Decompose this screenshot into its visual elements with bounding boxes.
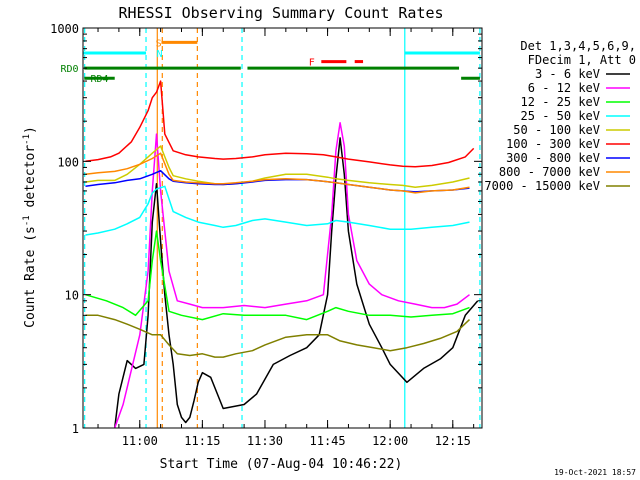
x-tick-label: 11:30 bbox=[247, 434, 283, 448]
legend-label-300-800-kev: 300 - 800 keV bbox=[506, 151, 600, 165]
legend-header-1: FDecim 1, Att 0 bbox=[528, 53, 636, 67]
y-tick-label: 100 bbox=[57, 155, 79, 169]
x-tick-label: 11:15 bbox=[184, 434, 220, 448]
x-tick-label: 12:00 bbox=[372, 434, 408, 448]
y-axis-label: Count Rate (s-1 detector-1) bbox=[22, 126, 38, 328]
series-12-25-kev bbox=[85, 230, 470, 321]
series-3-6-kev bbox=[113, 137, 479, 429]
legend-label-12-25-kev: 12 - 25 keV bbox=[521, 95, 600, 109]
flag-label-rd0: RD0 bbox=[60, 64, 78, 75]
y-tick-label: 1000 bbox=[50, 22, 79, 36]
legend-label-800-7000-kev: 800 - 7000 keV bbox=[499, 165, 600, 179]
y-tick-label: 1 bbox=[72, 422, 79, 436]
legend-header-0: Det 1,3,4,5,6,9, bbox=[520, 39, 636, 53]
series-6-12-kev bbox=[113, 121, 470, 429]
x-axis-label: Start Time (07-Aug-04 10:46:22) bbox=[160, 457, 403, 472]
chart-title: RHESSI Observing Summary Count Rates bbox=[118, 4, 443, 22]
y-tick-label: 10 bbox=[65, 289, 79, 303]
legend-label-100-300-kev: 100 - 300 keV bbox=[506, 137, 600, 151]
series-25-50-kev bbox=[85, 185, 470, 236]
flag-label-f-red: F bbox=[309, 58, 315, 69]
legend-label-3-6-kev: 3 - 6 keV bbox=[535, 67, 600, 81]
timestamp: 19-Oct-2021 18:57 bbox=[554, 468, 636, 477]
series-800-7000-kev bbox=[85, 152, 470, 194]
y-axis-label-main: Count Rate (s bbox=[23, 226, 38, 328]
flag-label-orange-top: S bbox=[156, 38, 162, 49]
y-axis-label-sup: -1 bbox=[22, 215, 32, 226]
x-tick-label: 12:15 bbox=[435, 434, 471, 448]
y-axis-label-tail: detector bbox=[23, 145, 38, 216]
y-axis-label-sup2: -1 bbox=[22, 134, 32, 145]
legend-label-6-12-kev: 6 - 12 keV bbox=[528, 81, 600, 95]
x-tick-label: 11:45 bbox=[310, 434, 346, 448]
flag-label-rd4: RD4 bbox=[91, 74, 109, 85]
flag-label-cyan-top: N bbox=[156, 49, 162, 60]
legend-label-50-100-kev: 50 - 100 keV bbox=[513, 123, 600, 137]
x-tick-label: 11:00 bbox=[122, 434, 158, 448]
legend-label-25-50-kev: 25 - 50 keV bbox=[521, 109, 600, 123]
plot-frame bbox=[82, 27, 483, 429]
legend-label-7000-15000-kev: 7000 - 15000 keV bbox=[484, 179, 600, 193]
series-100-300-kev bbox=[85, 80, 475, 168]
y-axis-label-end: ) bbox=[23, 126, 38, 134]
series-7000-15000-kev bbox=[85, 314, 471, 358]
